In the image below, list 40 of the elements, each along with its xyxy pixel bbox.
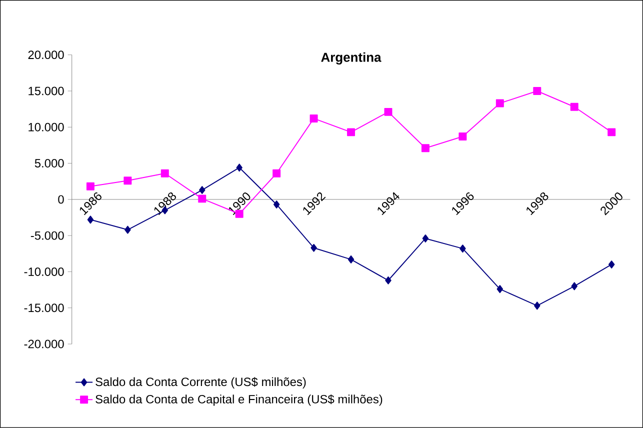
point (570, 102, 578, 111)
y-tick-label: 15.000 (28, 86, 64, 96)
point (533, 87, 542, 96)
y-tick-label: -20.000 (24, 340, 64, 348)
point (273, 200, 280, 209)
point (421, 144, 430, 152)
point (310, 114, 318, 123)
y-tick-label: 0 (58, 195, 64, 204)
y-tick-label: 20.000 (28, 50, 64, 60)
point (496, 285, 504, 294)
y-tick-label: 5.000 (34, 159, 64, 168)
y-tick-label: -15.000 (24, 304, 64, 312)
point (87, 216, 94, 224)
point (310, 244, 317, 252)
point (534, 302, 540, 310)
point (347, 128, 356, 136)
point (124, 176, 132, 185)
point (124, 226, 131, 234)
point (384, 108, 392, 116)
point (458, 132, 467, 141)
y-tick-label: 10.000 (28, 122, 64, 132)
y-tick-label: -5.000 (30, 231, 64, 240)
point (86, 182, 94, 190)
point (198, 194, 206, 203)
point (460, 244, 466, 253)
point (272, 169, 281, 178)
point (571, 282, 578, 290)
point (422, 234, 429, 243)
point (348, 256, 354, 264)
point (385, 276, 392, 284)
legend-label: Saldo da Conta de Capital e Financeira (US$ milhões) (96, 394, 382, 406)
point (608, 260, 615, 269)
point (160, 169, 169, 178)
chart-title: Argentina (321, 52, 382, 65)
point (496, 99, 504, 108)
point (199, 186, 206, 194)
point (608, 128, 616, 136)
point (236, 164, 242, 172)
legend-label: Saldo da Conta Corrente (US$ milhões) (96, 377, 306, 389)
y-tick-label: -10.000 (24, 268, 64, 276)
